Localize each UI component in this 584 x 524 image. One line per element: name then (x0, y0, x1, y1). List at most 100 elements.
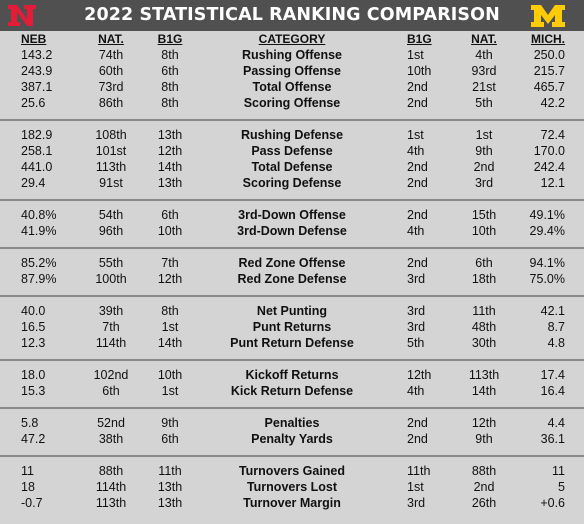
mich-value: 250.0 (533, 48, 565, 62)
mich-value: 42.1 (540, 304, 565, 318)
neb-b1g-rank: 10th (157, 368, 183, 382)
mich-value: 49.1% (529, 208, 565, 222)
category-label: Turnovers Gained (238, 464, 346, 478)
category-label: Kick Return Defense (230, 384, 354, 398)
neb-b1g-rank: 7th (161, 256, 179, 270)
mich-nat-rank: 9th (475, 432, 493, 446)
neb-b1g-rank: 6th (161, 64, 179, 78)
mich-b1g-rank: 1st (407, 48, 424, 62)
neb-value: 16.5 (21, 320, 46, 334)
section-divider (0, 247, 584, 249)
mich-b1g-rank: 2nd (407, 256, 428, 270)
neb-nat-rank: 96th (98, 224, 124, 238)
nebraska-logo-icon (8, 5, 36, 26)
table-row: 15.3 6th 1st Kick Return Defense 4th 14th 16.4 (0, 383, 584, 399)
category-label: 3rd-Down Defense (237, 224, 347, 238)
category-label: Scoring Defense (242, 176, 342, 190)
neb-value: 18.0 (21, 368, 46, 382)
table-row: 18.0 102nd 10th Kickoff Returns 12th 113th 17.… (0, 367, 584, 383)
neb-b1g-rank: 10th (157, 224, 183, 238)
neb-nat-rank: 39th (98, 304, 124, 318)
table-row: 40.8% 54th 6th 3rd-Down Offense 2nd 15th 49.1% (0, 207, 584, 223)
col-header-neb: NEB (21, 32, 47, 46)
mich-nat-rank: 5th (475, 96, 493, 110)
neb-nat-rank: 100th (95, 272, 127, 286)
table-row: 5.8 52nd 9th Penalties 2nd 12th 4.4 (0, 415, 584, 431)
neb-b1g-rank: 1st (161, 320, 179, 334)
mich-value: 4.4 (547, 416, 565, 430)
section-divider (0, 199, 584, 201)
mich-nat-rank: 12th (471, 416, 497, 430)
mich-value: 8.7 (547, 320, 565, 334)
neb-value: 5.8 (21, 416, 39, 430)
neb-nat-rank: 60th (98, 64, 124, 78)
category-label: Total Offense (252, 80, 332, 94)
table-row: 243.9 60th 6th Passing Offense 10th 93rd 215.7 (0, 63, 584, 79)
neb-value: 87.9% (21, 272, 57, 286)
neb-value: 40.0 (21, 304, 46, 318)
neb-value: 40.8% (21, 208, 57, 222)
neb-b1g-rank: 6th (161, 208, 179, 222)
mich-b1g-rank: 4th (407, 224, 425, 238)
mich-nat-rank: 14th (471, 384, 497, 398)
mich-value: 72.4 (540, 128, 565, 142)
mich-value: 16.4 (540, 384, 565, 398)
mich-value: +0.6 (540, 496, 565, 510)
mich-value: 17.4 (540, 368, 565, 382)
category-label: Punt Returns (252, 320, 332, 334)
mich-value: 12.1 (540, 176, 565, 190)
category-label: Net Punting (256, 304, 328, 318)
mich-b1g-rank: 10th (407, 64, 432, 78)
mich-value: 215.7 (533, 64, 565, 78)
mich-value: 11 (552, 464, 565, 478)
category-label: Penalties (264, 416, 320, 430)
mich-b1g-rank: 4th (407, 384, 425, 398)
neb-b1g-rank: 8th (161, 304, 179, 318)
mich-nat-rank: 88th (471, 464, 497, 478)
table-row: 143.2 74th 8th Rushing Offense 1st 4th 250.0 (0, 47, 584, 63)
neb-b1g-rank: 14th (157, 160, 183, 174)
mich-nat-rank: 113th (468, 368, 500, 382)
mich-nat-rank: 10th (471, 224, 497, 238)
table-row: 87.9% 100th 12th Red Zone Defense 3rd 18th 75.… (0, 271, 584, 287)
col-header-category: CATEGORY (258, 32, 326, 46)
neb-nat-rank: 113th (95, 160, 127, 174)
neb-nat-rank: 86th (98, 96, 124, 110)
mich-nat-rank: 15th (471, 208, 497, 222)
mich-nat-rank: 93rd (471, 64, 497, 78)
mich-value: 4.8 (547, 336, 565, 350)
category-label: Rushing Defense (240, 128, 344, 142)
neb-nat-rank: 102nd (93, 368, 129, 382)
mich-value: 465.7 (533, 80, 565, 94)
neb-nat-rank: 6th (102, 384, 120, 398)
category-label: Kickoff Returns (245, 368, 339, 382)
neb-value: 41.9% (21, 224, 57, 238)
mich-b1g-rank: 12th (407, 368, 432, 382)
neb-b1g-rank: 14th (157, 336, 183, 350)
neb-value: 15.3 (21, 384, 46, 398)
col-header-mich-nat: NAT. (471, 32, 497, 46)
neb-value: 29.4 (21, 176, 46, 190)
mich-b1g-rank: 2nd (407, 80, 428, 94)
table-row: 85.2% 55th 7th Red Zone Offense 2nd 6th 94.1% (0, 255, 584, 271)
mich-b1g-rank: 2nd (407, 416, 428, 430)
mich-nat-rank: 2nd (473, 480, 495, 494)
neb-value: 143.2 (21, 48, 53, 62)
neb-value: 18 (21, 480, 35, 494)
col-header-mich-b1g: B1G (407, 32, 432, 46)
category-label: Rushing Offense (241, 48, 342, 62)
michigan-logo-icon (531, 5, 565, 27)
category-label: Red Zone Offense (238, 256, 346, 270)
mich-nat-rank: 1st (475, 128, 493, 142)
neb-value: 258.1 (21, 144, 53, 158)
neb-value: 25.6 (21, 96, 46, 110)
page-title: 2022 STATISTICAL RANKING COMPARISON (84, 5, 500, 25)
neb-b1g-rank: 8th (161, 80, 179, 94)
mich-b1g-rank: 3rd (407, 272, 426, 286)
section-divider (0, 119, 584, 121)
mich-nat-rank: 18th (471, 272, 497, 286)
neb-b1g-rank: 13th (157, 128, 183, 142)
neb-nat-rank: 91st (99, 176, 123, 190)
neb-value: 243.9 (21, 64, 53, 78)
